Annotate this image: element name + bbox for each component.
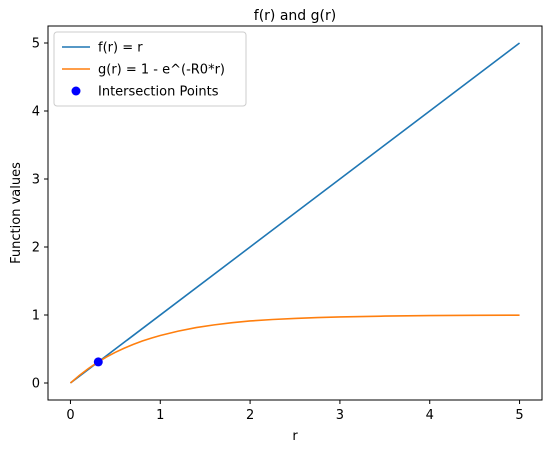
x-tick-label: 5 — [515, 408, 523, 423]
x-tick-label: 3 — [336, 408, 344, 423]
axes-frame — [47, 25, 543, 401]
x-axis-label: r — [292, 429, 298, 444]
y-axis-label: Function values — [9, 162, 24, 264]
legend-box — [53, 31, 247, 107]
y-tick-label: 1 — [32, 309, 40, 324]
legend: f(r) = r g(r) = 1 - e^(-R0*r) Intersection… — [53, 31, 247, 107]
y-tick-label: 4 — [32, 105, 40, 120]
y-tick-label: 0 — [32, 377, 40, 392]
x-tick-label: 4 — [426, 408, 434, 423]
x-tick-label: 0 — [66, 408, 74, 423]
y-tick-label: 2 — [32, 241, 40, 256]
y-tick-label: 5 — [32, 37, 40, 52]
legend-label: g(r) = 1 - e^(-R0*r) — [98, 63, 225, 78]
legend-label: f(r) = r — [98, 41, 143, 56]
series-line-1 — [69, 42, 521, 384]
plot-area — [69, 42, 521, 384]
axes: 0 1 2 3 4 5 0 1 2 3 4 5 — [32, 25, 543, 423]
chart-title: f(r) and g(r) — [254, 8, 336, 24]
y-tick-label: 3 — [32, 173, 40, 188]
x-tick-label: 1 — [156, 408, 164, 423]
legend-swatch-point — [71, 86, 81, 96]
x-tick-label: 2 — [246, 408, 254, 423]
intersection-point — [93, 357, 103, 367]
series-line-2 — [69, 314, 520, 384]
legend-label: Intersection Points — [98, 85, 219, 100]
